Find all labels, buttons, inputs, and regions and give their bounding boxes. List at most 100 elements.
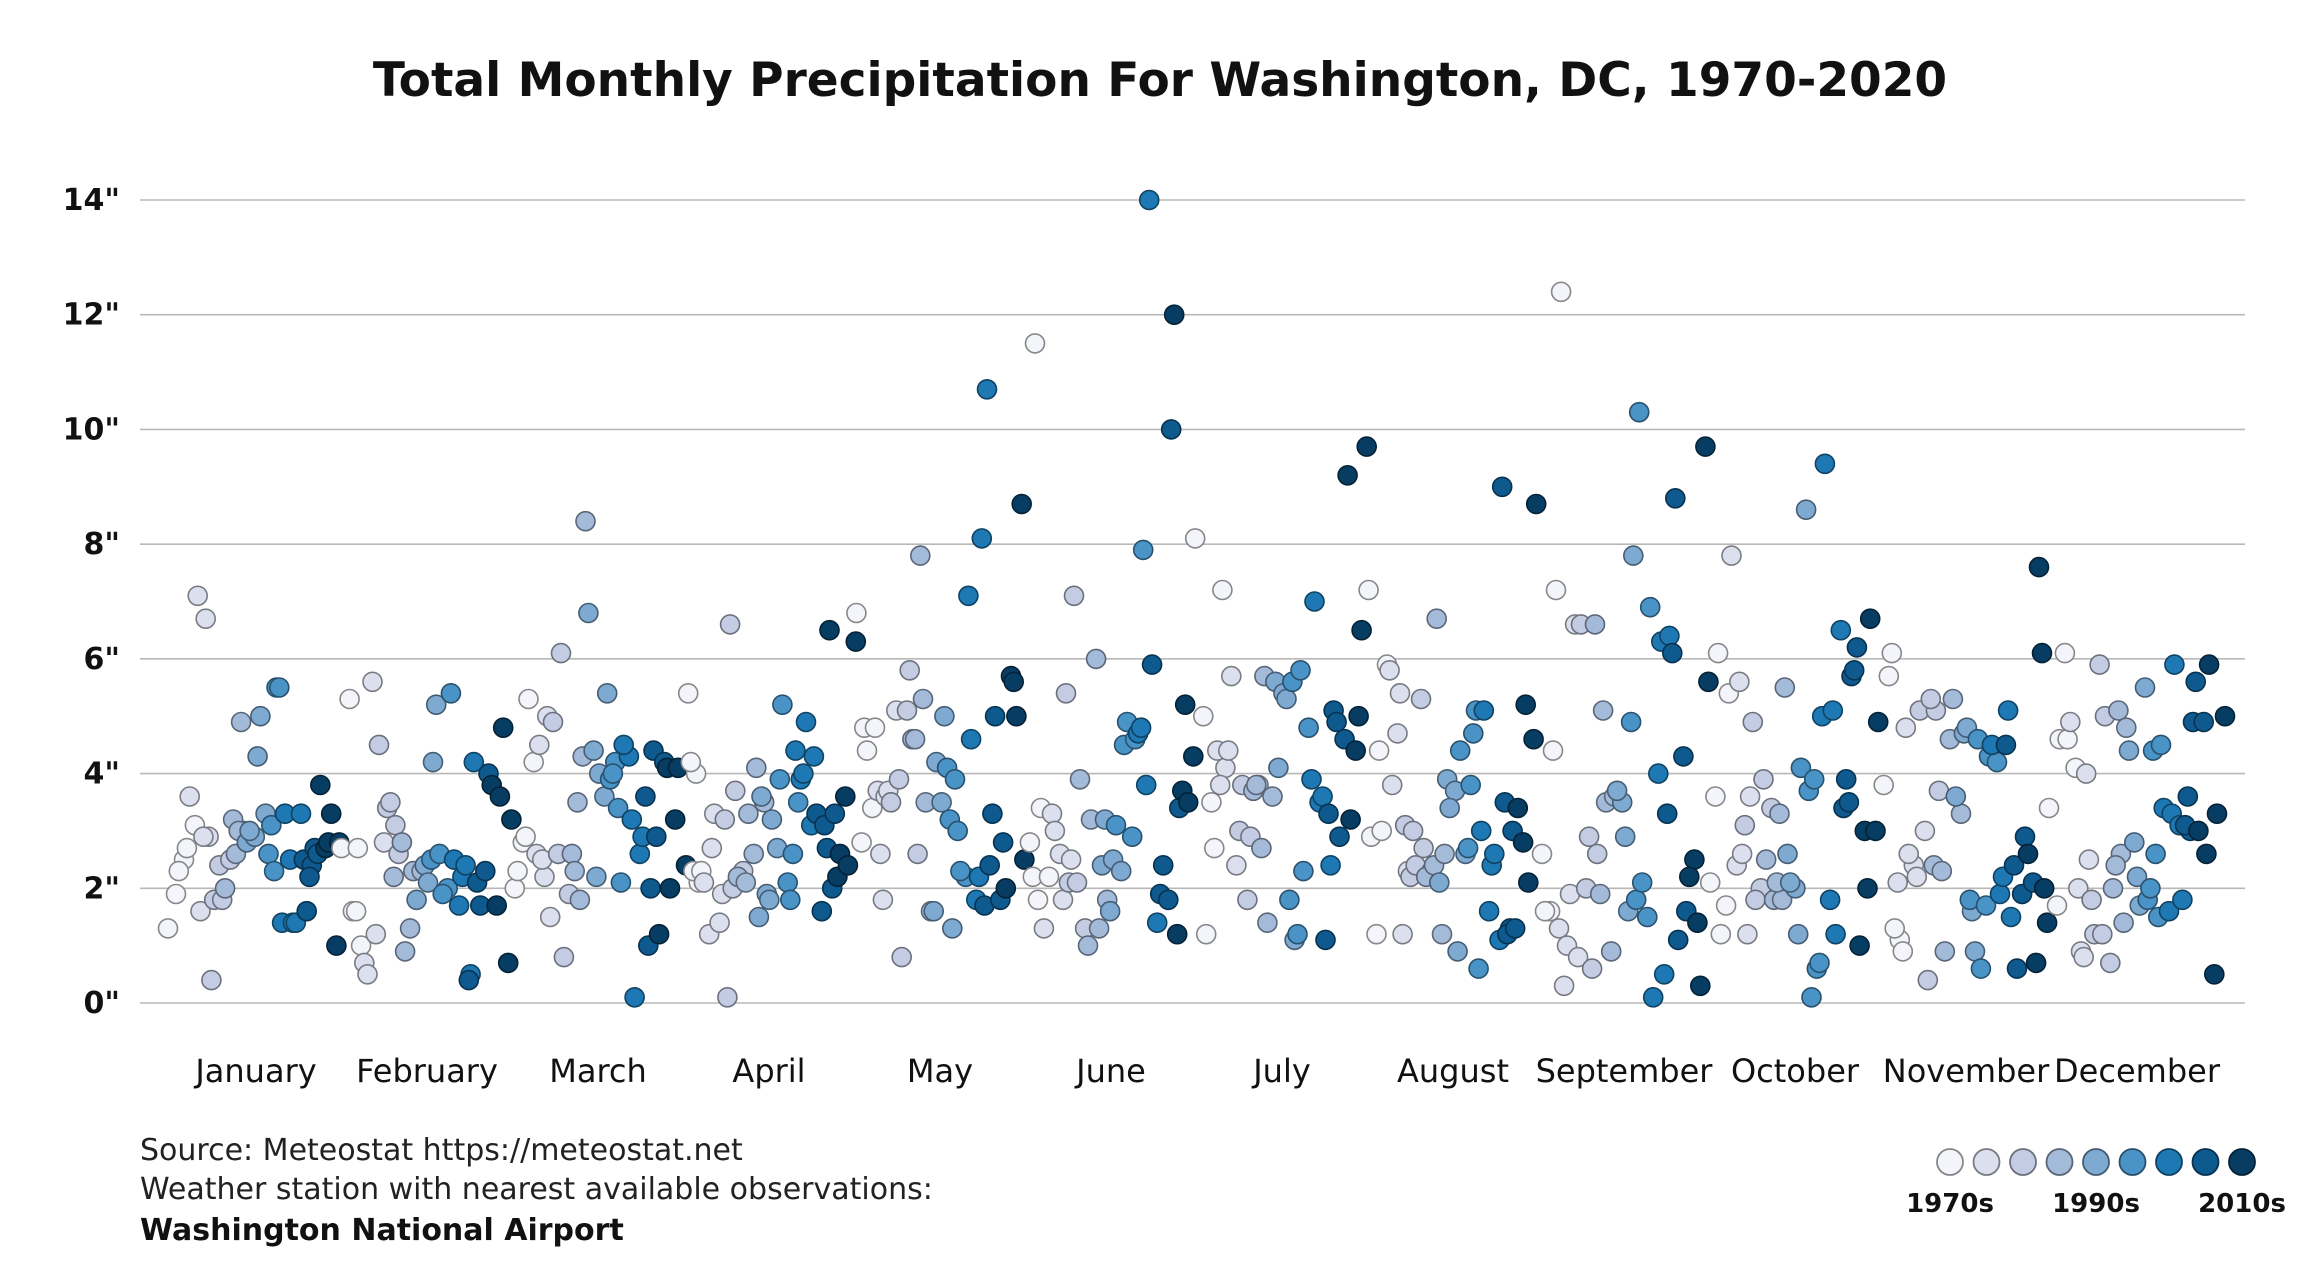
- data-point-june: [1163, 304, 1185, 326]
- data-point-september: [1620, 711, 1642, 733]
- data-point-december: [2038, 797, 2060, 819]
- data-point-september: [1665, 487, 1686, 509]
- data-point-september: [1550, 281, 1572, 303]
- data-point-august: [1381, 774, 1403, 796]
- data-point-july: [1262, 786, 1283, 807]
- data-point-june: [1135, 774, 1157, 796]
- data-point-october: [1830, 619, 1852, 641]
- data-point-december: [2158, 900, 2180, 922]
- station-name: Washington National Airport: [140, 1213, 624, 1248]
- data-point-september: [1625, 889, 1647, 911]
- data-point-august: [1392, 923, 1413, 945]
- data-point-july: [1257, 912, 1278, 934]
- data-point-august: [1518, 872, 1539, 893]
- data-point-march: [659, 877, 681, 899]
- data-point-august: [1515, 694, 1536, 716]
- data-point-may: [984, 705, 1006, 727]
- data-point-february: [357, 963, 378, 985]
- data-point-november: [1887, 872, 1908, 893]
- data-point-september: [1659, 625, 1680, 647]
- data-point-august: [1523, 728, 1544, 750]
- data-point-june: [1174, 694, 1196, 716]
- data-point-april: [717, 986, 738, 1008]
- data-point-february: [383, 866, 405, 888]
- data-point-june: [1121, 826, 1143, 848]
- data-point-july: [1293, 860, 1314, 882]
- data-point-august: [1512, 832, 1534, 853]
- data-point-june: [1019, 832, 1041, 853]
- data-point-may: [899, 659, 921, 681]
- data-point-december: [2078, 849, 2100, 870]
- data-point-february: [463, 751, 485, 773]
- data-point-november: [1950, 803, 1972, 825]
- data-point-october: [1795, 499, 1817, 521]
- data-point-october: [1787, 923, 1809, 945]
- legend-swatch: [2155, 1148, 2183, 1176]
- data-point-june: [1146, 912, 1168, 934]
- y-tick-label: 14": [63, 183, 120, 218]
- data-point-october: [1774, 677, 1796, 698]
- data-point-june: [1044, 820, 1066, 842]
- data-point-july: [1298, 717, 1319, 739]
- x-tick-label-october: October: [1731, 1052, 1860, 1090]
- data-point-october: [1838, 791, 1860, 813]
- data-point-august: [1379, 659, 1400, 681]
- data-point-october: [1769, 803, 1790, 825]
- data-point-may: [851, 832, 872, 853]
- data-point-april: [777, 872, 799, 893]
- x-tick-label-february: February: [356, 1052, 498, 1090]
- data-point-june: [1105, 814, 1127, 836]
- data-point-april: [795, 711, 817, 733]
- x-tick-label-august: August: [1397, 1052, 1509, 1090]
- data-point-september: [1586, 843, 1608, 865]
- data-point-september: [1589, 883, 1611, 905]
- x-axis-month-labels: January February March April May June July Augu…: [193, 1052, 2220, 1090]
- data-point-july: [1204, 837, 1225, 859]
- data-point-may: [870, 843, 891, 865]
- data-point-october: [1857, 877, 1878, 899]
- data-point-may: [904, 728, 926, 750]
- data-point-july: [1345, 740, 1366, 761]
- data-point-june: [1152, 854, 1174, 876]
- data-point-february: [474, 860, 496, 882]
- data-point-july: [1221, 665, 1242, 687]
- data-point-june: [1138, 189, 1160, 211]
- data-point-may: [880, 791, 902, 813]
- legend-swatch: [1936, 1148, 1964, 1176]
- data-point-march: [613, 734, 635, 756]
- data-point-december: [2105, 854, 2126, 876]
- data-point-april: [693, 872, 715, 893]
- data-point-february: [448, 895, 470, 916]
- data-point-july: [1304, 591, 1325, 612]
- data-point-october: [1809, 952, 1830, 974]
- data-point-december: [2054, 642, 2076, 664]
- data-point-february: [385, 814, 406, 836]
- data-point-february: [458, 969, 480, 991]
- legend-label: 1970s: [1906, 1189, 1994, 1219]
- x-tick-label-july: July: [1251, 1052, 1311, 1090]
- data-point-july: [1251, 837, 1272, 859]
- y-tick-label: 0": [83, 986, 120, 1021]
- data-point-december: [2164, 654, 2185, 675]
- data-point-february: [497, 952, 519, 974]
- data-point-december: [2188, 820, 2209, 842]
- data-point-april: [714, 809, 736, 830]
- data-point-february: [455, 854, 476, 876]
- data-point-march: [561, 843, 583, 865]
- data-point-june: [1132, 539, 1154, 561]
- y-tick-label: 2": [83, 871, 120, 906]
- data-point-august: [1410, 688, 1432, 710]
- data-point-november: [1914, 820, 1936, 842]
- data-point-december: [2206, 803, 2228, 825]
- data-point-december: [2193, 711, 2214, 733]
- data-point-august: [1358, 579, 1379, 601]
- data-point-may: [864, 717, 886, 739]
- data-point-january: [187, 585, 208, 607]
- data-point-june: [1027, 889, 1049, 911]
- data-point-august: [1507, 797, 1529, 819]
- data-point-april: [845, 631, 867, 652]
- data-point-november: [2025, 952, 2047, 974]
- data-point-november: [2014, 826, 2036, 848]
- chart-title: Total Monthly Precipitation For Washingt…: [373, 53, 1947, 108]
- data-point-november: [1964, 941, 1986, 962]
